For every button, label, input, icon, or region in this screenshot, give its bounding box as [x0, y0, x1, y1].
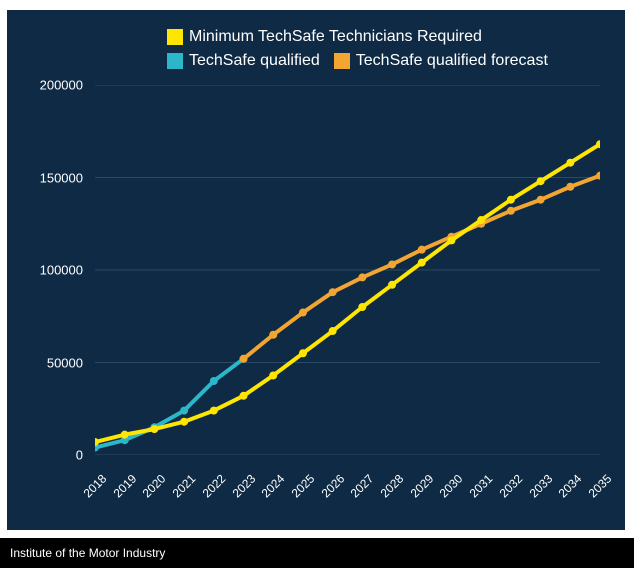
legend-label-qualified: TechSafe qualified — [189, 52, 320, 70]
x-tick-label: 2020 — [140, 472, 169, 501]
legend-item-qualified: TechSafe qualified — [167, 52, 320, 70]
y-tick-label: 200000 — [40, 78, 83, 93]
chart-area: Minimum TechSafe Technicians Required Te… — [7, 10, 625, 530]
y-tick-label: 50000 — [47, 355, 83, 370]
credit-text: Institute of the Motor Industry — [10, 546, 165, 560]
x-tick-label: 2018 — [81, 472, 110, 501]
legend-swatch-forecast — [334, 53, 350, 69]
plot-svg — [95, 85, 600, 455]
x-tick-label: 2031 — [467, 472, 496, 501]
y-tick-label: 150000 — [40, 170, 83, 185]
image-credit: Institute of the Motor Industry — [0, 538, 634, 568]
x-tick-label: 2022 — [199, 472, 228, 501]
y-tick-label: 100000 — [40, 263, 83, 278]
x-tick-label: 2029 — [407, 472, 436, 501]
x-tick-label: 2024 — [259, 472, 288, 501]
x-tick-label: 2030 — [437, 472, 466, 501]
x-tick-label: 2025 — [289, 472, 318, 501]
y-axis-labels: 050000100000150000200000 — [27, 10, 87, 530]
x-tick-label: 2026 — [318, 472, 347, 501]
x-tick-label: 2034 — [556, 472, 585, 501]
legend-item-required: Minimum TechSafe Technicians Required — [167, 28, 482, 46]
x-tick-label: 2021 — [170, 472, 199, 501]
x-tick-label: 2032 — [496, 472, 525, 501]
legend-swatch-qualified — [167, 53, 183, 69]
legend-label-required: Minimum TechSafe Technicians Required — [189, 28, 482, 46]
x-tick-label: 2023 — [229, 472, 258, 501]
x-tick-label: 2033 — [526, 472, 555, 501]
x-tick-label: 2019 — [110, 472, 139, 501]
legend-label-forecast: TechSafe qualified forecast — [356, 52, 548, 70]
figure-frame: Minimum TechSafe Technicians Required Te… — [0, 0, 634, 568]
legend-item-forecast: TechSafe qualified forecast — [334, 52, 548, 70]
x-tick-label: 2027 — [348, 472, 377, 501]
x-tick-label: 2028 — [378, 472, 407, 501]
legend: Minimum TechSafe Technicians Required Te… — [167, 28, 595, 76]
legend-swatch-required — [167, 29, 183, 45]
x-tick-label: 2035 — [586, 472, 615, 501]
x-axis-labels: 2018201920202021202220232024202520262027… — [7, 461, 625, 507]
